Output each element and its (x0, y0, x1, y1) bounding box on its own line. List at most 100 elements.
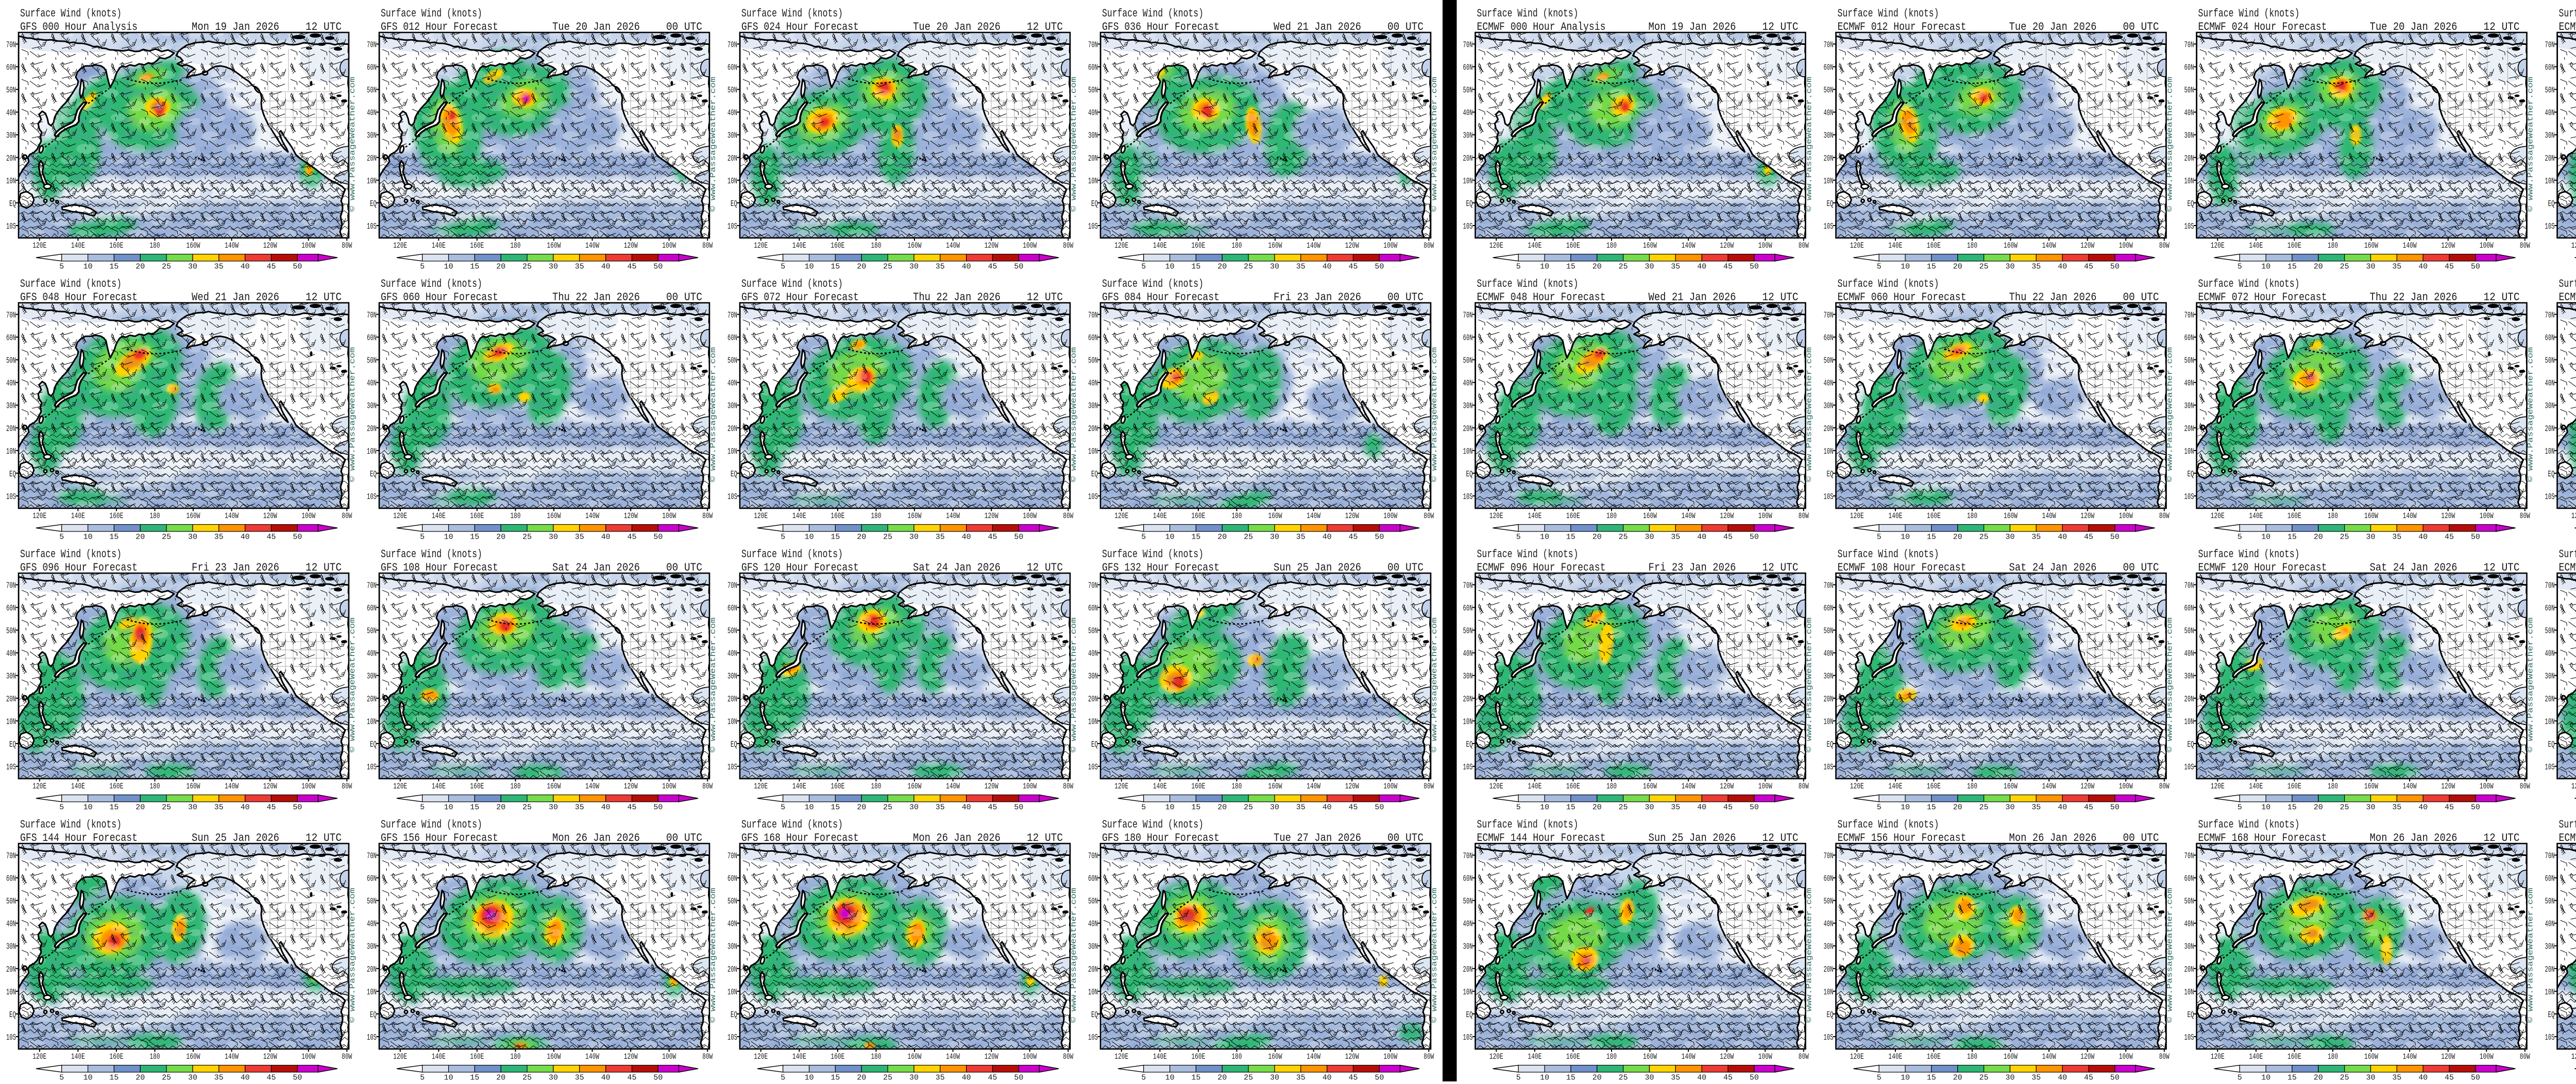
svg-text:Mon 26 Jan 2026: Mon 26 Jan 2026 (913, 832, 1001, 845)
svg-text:12 UTC: 12 UTC (306, 291, 342, 304)
svg-text:GFS 096 Hour Forecast: GFS 096 Hour Forecast (20, 561, 138, 574)
svg-text:GFS 012 Hour Forecast: GFS 012 Hour Forecast (381, 21, 498, 33)
svg-text:ECMWF 012 Hour Forecast: ECMWF 012 Hour Forecast (1838, 21, 1967, 33)
svg-text:12 UTC: 12 UTC (1762, 832, 1799, 845)
svg-text:GFS 084 Hour Forecast: GFS 084 Hour Forecast (1102, 291, 1219, 304)
svg-text:00 UTC: 00 UTC (666, 561, 702, 574)
svg-text:Wed 21 Jan 2026: Wed 21 Jan 2026 (1649, 291, 1736, 304)
svg-text:Tue 20 Jan 2026: Tue 20 Jan 2026 (2009, 21, 2097, 33)
svg-text:00 UTC: 00 UTC (666, 291, 702, 304)
svg-text:Sat 24 Jan 2026: Sat 24 Jan 2026 (552, 561, 640, 574)
svg-text:Sat 24 Jan 2026: Sat 24 Jan 2026 (913, 561, 1001, 574)
svg-text:Surface Wind (knots): Surface Wind (knots) (1102, 818, 1204, 831)
svg-text:Mon 19 Jan 2026: Mon 19 Jan 2026 (1649, 21, 1736, 33)
svg-text:00 UTC: 00 UTC (2123, 291, 2159, 304)
svg-text:12 UTC: 12 UTC (1762, 21, 1799, 33)
svg-text:ECMWF 000 Hour Analysis: ECMWF 000 Hour Analysis (1477, 21, 1606, 33)
svg-text:GFS 036 Hour Forecast: GFS 036 Hour Forecast (1102, 21, 1219, 33)
svg-text:Surface Wind (knots): Surface Wind (knots) (1102, 548, 1204, 561)
svg-text:00 UTC: 00 UTC (666, 21, 702, 33)
svg-text:12 UTC: 12 UTC (306, 21, 342, 33)
svg-text:Sat 24 Jan 2026: Sat 24 Jan 2026 (2009, 561, 2097, 574)
svg-text:00 UTC: 00 UTC (1387, 21, 1423, 33)
svg-text:GFS 168 Hour Forecast: GFS 168 Hour Forecast (741, 832, 859, 845)
svg-text:00 UTC: 00 UTC (1387, 561, 1423, 574)
svg-text:Surface Wind (knots): Surface Wind (knots) (1838, 278, 1939, 290)
svg-text:Surface Wind (knots): Surface Wind (knots) (20, 548, 122, 561)
svg-text:Surface Wind (knots): Surface Wind (knots) (2559, 548, 2576, 561)
svg-text:Thu 22 Jan 2026: Thu 22 Jan 2026 (2370, 291, 2458, 304)
svg-text:00 UTC: 00 UTC (1387, 832, 1423, 845)
svg-text:ECMWF 060 Hour Forecast: ECMWF 060 Hour Forecast (1838, 291, 1967, 304)
svg-text:ECMWF 156 Hour Forecast: ECMWF 156 Hour Forecast (1838, 832, 1967, 845)
svg-text:12 UTC: 12 UTC (306, 561, 342, 574)
svg-text:GFS 156 Hour Forecast: GFS 156 Hour Forecast (381, 832, 498, 845)
svg-text:Surface Wind (knots): Surface Wind (knots) (2198, 818, 2300, 831)
svg-text:ECMWF 180 Hour Forecast: ECMWF 180 Hour Forecast (2559, 832, 2576, 845)
svg-text:Surface Wind (knots): Surface Wind (knots) (20, 818, 122, 831)
svg-text:Sun 25 Jan 2026: Sun 25 Jan 2026 (192, 832, 279, 845)
svg-text:ECMWF 048 Hour Forecast: ECMWF 048 Hour Forecast (1477, 291, 1606, 304)
svg-text:Tue 20 Jan 2026: Tue 20 Jan 2026 (913, 21, 1001, 33)
svg-text:Surface Wind (knots): Surface Wind (knots) (1477, 818, 1579, 831)
svg-text:GFS 024 Hour Forecast: GFS 024 Hour Forecast (741, 21, 859, 33)
svg-text:Tue 27 Jan 2026: Tue 27 Jan 2026 (1274, 832, 1361, 845)
svg-text:Tue 20 Jan 2026: Tue 20 Jan 2026 (552, 21, 640, 33)
svg-text:Wed 21 Jan 2026: Wed 21 Jan 2026 (192, 291, 279, 304)
svg-text:ECMWF 084 Hour Forecast: ECMWF 084 Hour Forecast (2559, 291, 2576, 304)
svg-text:12 UTC: 12 UTC (1027, 291, 1063, 304)
svg-text:Surface Wind (knots): Surface Wind (knots) (2198, 278, 2300, 290)
svg-text:Surface Wind (knots): Surface Wind (knots) (1477, 548, 1579, 561)
svg-text:ECMWF 168 Hour Forecast: ECMWF 168 Hour Forecast (2198, 832, 2327, 845)
svg-text:00 UTC: 00 UTC (2123, 561, 2159, 574)
svg-text:Surface Wind (knots): Surface Wind (knots) (381, 818, 482, 831)
svg-text:ECMWF 120 Hour Forecast: ECMWF 120 Hour Forecast (2198, 561, 2327, 574)
svg-text:Surface Wind (knots): Surface Wind (knots) (2559, 7, 2576, 20)
svg-text:Sat 24 Jan 2026: Sat 24 Jan 2026 (2370, 561, 2458, 574)
svg-text:Surface Wind (knots): Surface Wind (knots) (1477, 278, 1579, 290)
svg-text:GFS 000 Hour Analysis: GFS 000 Hour Analysis (20, 21, 138, 33)
svg-text:Surface Wind (knots): Surface Wind (knots) (20, 7, 122, 20)
svg-text:Tue 20 Jan 2026: Tue 20 Jan 2026 (2370, 21, 2458, 33)
svg-text:12 UTC: 12 UTC (1027, 21, 1063, 33)
svg-text:Surface Wind (knots): Surface Wind (knots) (1102, 7, 1204, 20)
svg-text:GFS 132 Hour Forecast: GFS 132 Hour Forecast (1102, 561, 1219, 574)
svg-text:GFS 048 Hour Forecast: GFS 048 Hour Forecast (20, 291, 138, 304)
svg-text:GFS 120 Hour Forecast: GFS 120 Hour Forecast (741, 561, 859, 574)
svg-text:Surface Wind (knots): Surface Wind (knots) (1838, 7, 1939, 20)
svg-text:GFS 144 Hour Forecast: GFS 144 Hour Forecast (20, 832, 138, 845)
svg-text:Fri 23 Jan 2026: Fri 23 Jan 2026 (1274, 291, 1361, 304)
svg-text:Surface Wind (knots): Surface Wind (knots) (741, 7, 843, 20)
svg-text:ECMWF 144 Hour Forecast: ECMWF 144 Hour Forecast (1477, 832, 1606, 845)
svg-text:Fri 23 Jan 2026: Fri 23 Jan 2026 (1649, 561, 1736, 574)
svg-text:Surface Wind (knots): Surface Wind (knots) (20, 278, 122, 290)
svg-text:Mon 26 Jan 2026: Mon 26 Jan 2026 (552, 832, 640, 845)
svg-text:ECMWF 072 Hour Forecast: ECMWF 072 Hour Forecast (2198, 291, 2327, 304)
svg-text:Surface Wind (knots): Surface Wind (knots) (2198, 548, 2300, 561)
svg-text:ECMWF 132 Hour Forecast: ECMWF 132 Hour Forecast (2559, 561, 2576, 574)
svg-text:Thu 22 Jan 2026: Thu 22 Jan 2026 (913, 291, 1001, 304)
svg-text:00 UTC: 00 UTC (1387, 291, 1423, 304)
svg-text:Surface Wind (knots): Surface Wind (knots) (2559, 818, 2576, 831)
svg-text:GFS 060 Hour Forecast: GFS 060 Hour Forecast (381, 291, 498, 304)
svg-text:12 UTC: 12 UTC (2484, 21, 2520, 33)
svg-text:Sun 25 Jan 2026: Sun 25 Jan 2026 (1274, 561, 1361, 574)
svg-text:12 UTC: 12 UTC (1762, 561, 1799, 574)
svg-text:Surface Wind (knots): Surface Wind (knots) (2559, 278, 2576, 290)
svg-text:Thu 22 Jan 2026: Thu 22 Jan 2026 (2009, 291, 2097, 304)
svg-text:Surface Wind (knots): Surface Wind (knots) (2198, 7, 2300, 20)
svg-text:Surface Wind (knots): Surface Wind (knots) (741, 548, 843, 561)
svg-text:12 UTC: 12 UTC (1027, 561, 1063, 574)
svg-text:ECMWF 108 Hour Forecast: ECMWF 108 Hour Forecast (1838, 561, 1967, 574)
svg-text:12 UTC: 12 UTC (2484, 561, 2520, 574)
svg-text:Mon 26 Jan 2026: Mon 26 Jan 2026 (2370, 832, 2458, 845)
svg-text:Sun 25 Jan 2026: Sun 25 Jan 2026 (1649, 832, 1736, 845)
svg-text:Surface Wind (knots): Surface Wind (knots) (381, 548, 482, 561)
svg-text:Mon 26 Jan 2026: Mon 26 Jan 2026 (2009, 832, 2097, 845)
svg-text:12 UTC: 12 UTC (1027, 832, 1063, 845)
svg-text:GFS 072 Hour Forecast: GFS 072 Hour Forecast (741, 291, 859, 304)
svg-text:Surface Wind (knots): Surface Wind (knots) (1477, 7, 1579, 20)
svg-text:00 UTC: 00 UTC (666, 832, 702, 845)
svg-text:00 UTC: 00 UTC (2123, 21, 2159, 33)
svg-text:GFS 180 Hour Forecast: GFS 180 Hour Forecast (1102, 832, 1219, 845)
